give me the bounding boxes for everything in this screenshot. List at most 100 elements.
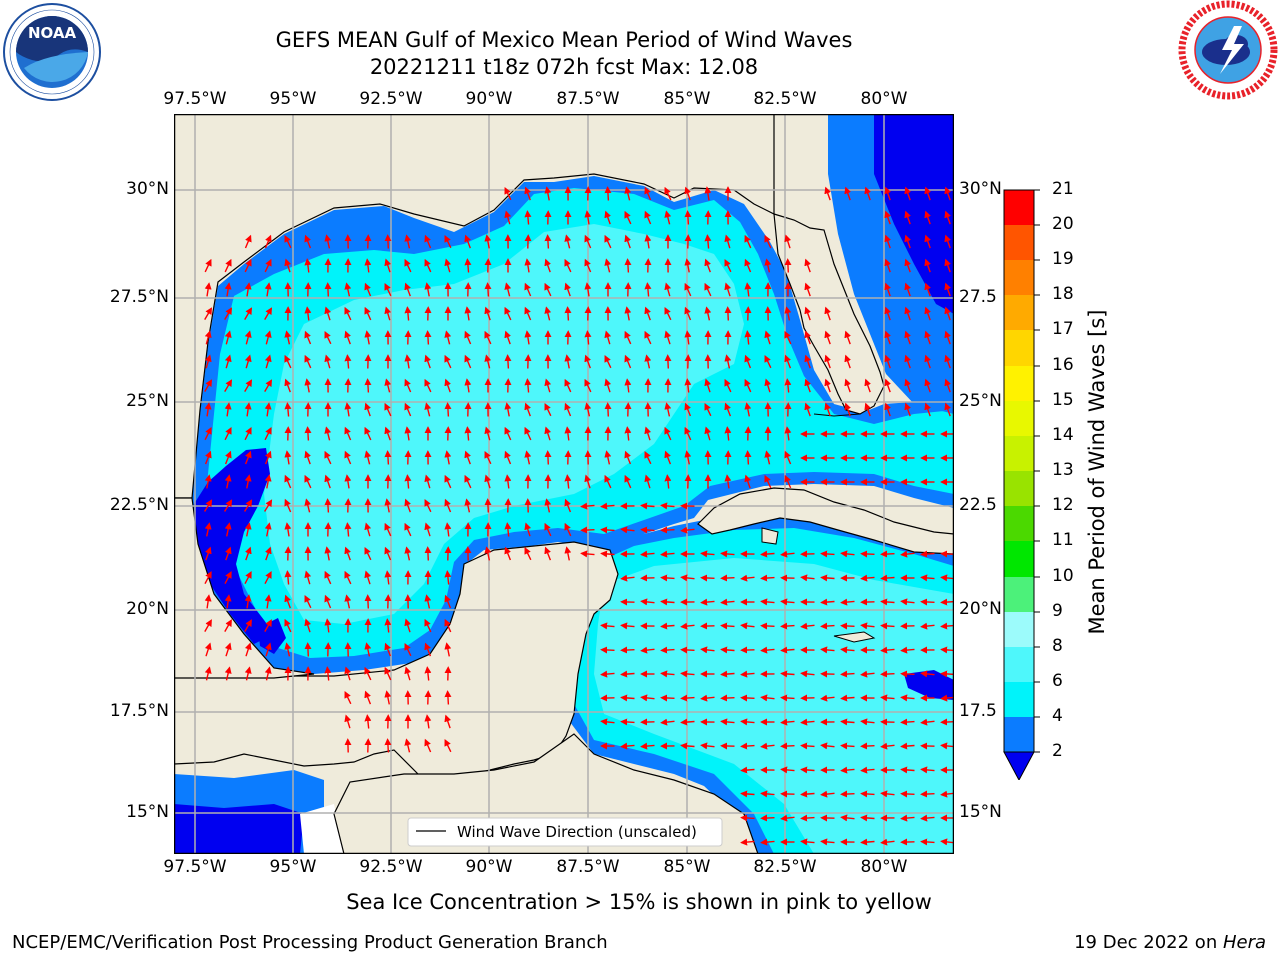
- wind-wave-arrow: [884, 378, 891, 393]
- wind-wave-arrow: [404, 738, 412, 753]
- wind-wave-arrow: [344, 522, 352, 537]
- wind-wave-arrow: [304, 618, 312, 633]
- wind-wave-arrow: [584, 210, 592, 225]
- wind-wave-arrow: [324, 354, 332, 369]
- wind-wave-arrow: [544, 258, 551, 273]
- wind-wave-arrow: [504, 474, 512, 489]
- gulf-of-mexico-map: Wind Wave Direction (unscaled): [173, 113, 955, 858]
- wind-wave-arrow: [304, 306, 312, 321]
- wind-wave-arrow: [924, 234, 931, 249]
- wind-wave-arrow: [824, 330, 831, 345]
- colorbar-extend-triangle: [1003, 751, 1035, 782]
- wind-wave-arrow: [264, 402, 272, 417]
- wind-wave-arrow: [704, 234, 712, 249]
- footer-date: 19 Dec 2022 on Hera: [1074, 932, 1266, 953]
- wind-wave-arrow: [740, 742, 755, 750]
- wind-wave-arrow: [604, 258, 612, 273]
- wind-wave-arrow: [844, 378, 851, 393]
- wind-wave-arrow: [464, 450, 471, 465]
- wind-wave-arrow: [800, 742, 815, 750]
- wind-wave-arrow: [304, 498, 312, 513]
- footer-machine: Hera: [1222, 932, 1266, 953]
- wind-wave-arrow: [640, 502, 655, 510]
- wind-wave-arrow: [664, 282, 672, 297]
- wind-wave-arrow: [364, 306, 372, 321]
- wind-wave-arrow: [324, 594, 332, 609]
- wind-wave-arrow: [204, 307, 213, 320]
- wind-wave-arrow: [524, 306, 532, 321]
- wind-wave-arrow: [284, 378, 291, 393]
- wind-wave-arrow: [444, 642, 452, 657]
- colorbar-tick-label: 15: [1052, 390, 1074, 410]
- wind-wave-arrow: [704, 378, 712, 393]
- wind-wave-arrow: [880, 574, 895, 582]
- wind-wave-arrow: [204, 594, 212, 609]
- wind-wave-arrow: [524, 450, 532, 465]
- wind-wave-arrow: [860, 718, 875, 726]
- wind-wave-arrow: [764, 234, 772, 249]
- wind-wave-arrow: [940, 646, 954, 654]
- wind-wave-arrow: [780, 646, 795, 654]
- wind-wave-arrow: [364, 642, 372, 657]
- wind-wave-arrow: [284, 354, 292, 369]
- wind-wave-arrow: [780, 670, 795, 678]
- wind-wave-arrow: [620, 526, 635, 534]
- wind-wave-arrow: [204, 282, 212, 297]
- wind-wave-arrow: [264, 379, 273, 392]
- wind-wave-arrow: [224, 282, 232, 297]
- wind-wave-arrow: [820, 550, 835, 558]
- wind-wave-arrow: [444, 474, 452, 489]
- wind-wave-arrow: [264, 642, 272, 657]
- wind-wave-arrow: [704, 258, 711, 273]
- wind-wave-arrow: [484, 498, 492, 513]
- wind-wave-arrow: [920, 790, 935, 798]
- wind-wave-arrow: [664, 402, 672, 417]
- wind-wave-arrow: [564, 354, 572, 369]
- wind-wave-arrow: [524, 210, 532, 225]
- wind-wave-arrow: [404, 402, 412, 417]
- wind-wave-arrow: [204, 354, 212, 369]
- wind-wave-arrow: [324, 426, 332, 441]
- wind-wave-arrow: [660, 646, 675, 654]
- wind-wave-arrow: [840, 694, 855, 702]
- wind-wave-arrow: [884, 306, 891, 321]
- lon-tick-label-bottom: 90°W: [465, 857, 513, 877]
- wind-wave-arrow: [244, 522, 252, 537]
- wind-wave-arrow: [740, 766, 755, 774]
- wind-wave-arrow: [900, 670, 915, 678]
- wind-wave-arrow: [484, 306, 491, 321]
- wind-wave-arrow: [900, 694, 915, 702]
- chart-subtitle: 20221211 t18z 072h fcst Max: 12.08: [369, 55, 759, 79]
- wind-wave-arrow: [264, 522, 272, 537]
- wind-wave-arrow: [724, 354, 732, 369]
- wind-wave-arrow: [924, 282, 931, 297]
- wind-wave-arrow: [720, 550, 735, 558]
- wind-wave-arrow: [364, 426, 372, 441]
- wind-wave-arrow: [944, 234, 951, 249]
- wind-wave-arrow: [624, 354, 632, 369]
- wind-wave-arrow: [640, 598, 655, 606]
- wind-wave-arrow: [384, 258, 392, 273]
- wind-wave-arrow: [384, 498, 392, 513]
- lon-tick-label-top: 90°W: [465, 89, 513, 109]
- wind-wave-arrow: [204, 571, 212, 585]
- wind-wave-arrow: [504, 330, 511, 345]
- wind-wave-arrow: [224, 330, 232, 345]
- south-florida-keys-coast: [813, 413, 861, 417]
- wind-wave-arrow: [904, 210, 911, 225]
- wind-wave-arrow: [324, 282, 332, 297]
- wind-wave-arrow: [244, 258, 252, 273]
- colorbar-segment: [1004, 577, 1034, 612]
- wind-wave-arrow: [284, 498, 292, 513]
- wind-wave-arrow: [664, 450, 672, 465]
- wind-wave-arrow: [684, 210, 692, 225]
- wind-wave-arrow: [244, 354, 252, 369]
- wind-wave-arrow: [720, 574, 735, 582]
- wind-wave-arrow: [504, 546, 512, 561]
- wind-wave-arrow: [444, 234, 452, 249]
- wind-wave-arrow: [684, 282, 692, 297]
- colorbar-tick-label: 4: [1052, 706, 1063, 726]
- wind-wave-arrow: [384, 402, 392, 417]
- wind-wave-arrow: [204, 258, 212, 273]
- wind-wave-arrow: [824, 402, 831, 417]
